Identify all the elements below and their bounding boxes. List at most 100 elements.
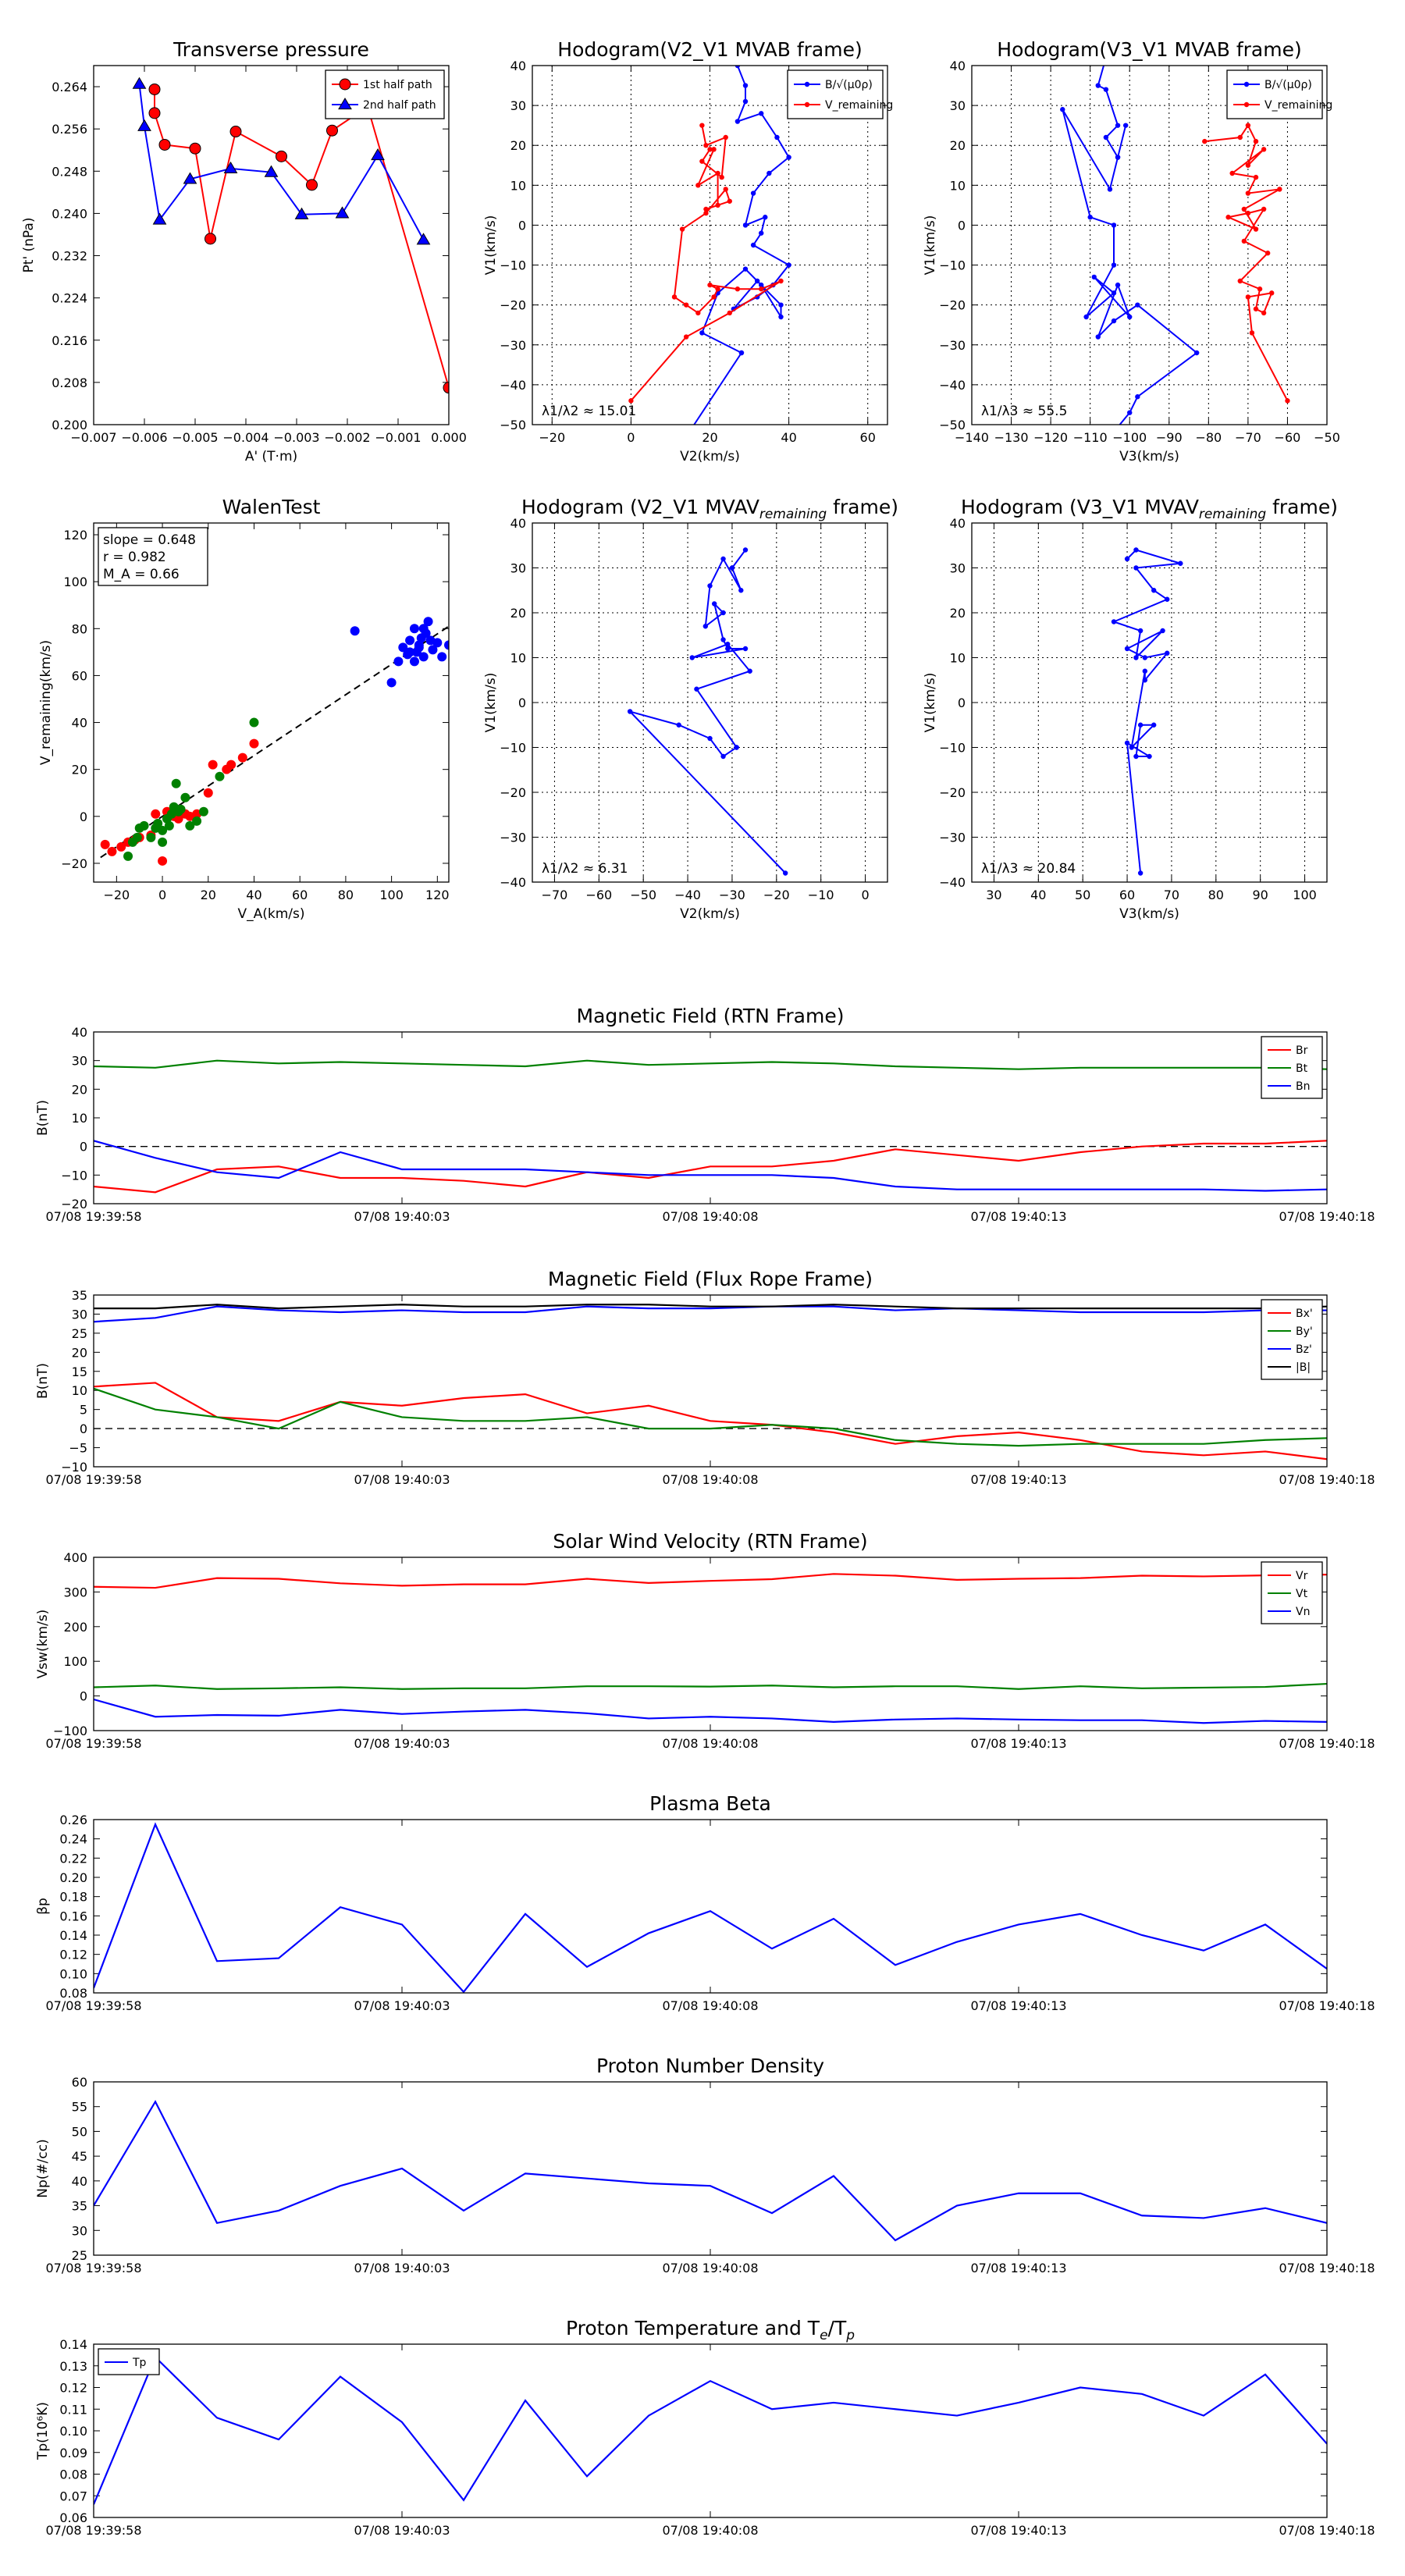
data-point [1135,302,1140,308]
data-point [711,147,717,152]
data-point [759,230,764,236]
series-line-Bx' [94,1382,1327,1461]
y-tick-label: 20 [950,138,966,153]
y-tick-label: −40 [939,875,966,890]
plot-area [1111,547,1183,876]
y-tick-label: 30 [72,1307,87,1322]
data-point [1178,560,1183,566]
x-tick-label: 50 [1075,888,1090,902]
data-point [1127,314,1133,320]
x-tick-label: 0 [627,430,635,445]
data-point [418,652,429,662]
y-tick-label: 20 [72,1082,87,1097]
y-tick-label: 30 [510,561,526,576]
plot-area [94,1573,1327,1724]
x-axis-label: A' (T·m) [245,449,297,464]
data-point [350,626,360,636]
data-point [707,735,713,742]
y-tick-label: −10 [61,1460,87,1475]
y-tick-label: 0.248 [52,164,87,179]
y-tick-label: 55 [72,2100,87,2115]
y-axis-label: V1(km/s) [483,215,499,276]
series-line-Bn [94,1140,1327,1192]
data-point [695,183,701,188]
plot-frame [93,522,450,883]
data-point [423,617,433,627]
data-point [1261,147,1267,152]
data-point [100,839,110,849]
legend-box [325,69,445,119]
panel-p3: Hodogram(V3_V1 MVAB frame) −140 −130 −120 −1… [923,38,1340,464]
y-tick-label: −10 [500,258,526,273]
chart-title: Transverse pressure [173,38,369,61]
data-point [398,642,408,653]
data-point [719,174,724,180]
data-point [699,330,705,336]
data-point [1237,134,1243,141]
data-point [1151,722,1157,728]
data-point [132,832,142,842]
data-point [742,83,749,88]
data-point [711,601,717,607]
x-tick-label: 07/08 19:40:13 [970,2261,1066,2275]
data-point [1133,655,1139,660]
data-point [137,119,151,131]
x-tick-label: −130 [994,430,1029,445]
data-point [371,148,385,161]
legend-label: |B| [1296,1361,1311,1374]
y-tick-label: 40 [950,516,966,531]
y-tick-label: −20 [939,785,966,800]
legend-label: 2nd half path [363,99,436,112]
series-line-Vr [94,1573,1327,1589]
y-tick-label: 0 [518,696,526,710]
x-tick-label: −70 [542,888,568,902]
data-point [1253,226,1259,232]
panel-p8: Magnetic Field (Flux Rope Frame) −10 −5 0 5 1… [35,1268,1375,1487]
x-tick-label: 07/08 19:40:18 [1279,1209,1375,1224]
x-tick-label: 60 [1119,888,1135,902]
x-tick-label: 07/08 19:40:18 [1279,2523,1375,2538]
y-tick-label: 0.10 [59,2424,87,2439]
y-tick-label: −10 [939,258,966,273]
y-tick-label: 0.07 [59,2489,87,2503]
y-tick-label: 20 [510,138,526,153]
x-tick-label: −80 [1195,430,1222,445]
y-tick-label: 0.224 [52,291,87,306]
x-tick-label: −40 [674,888,701,902]
data-point [707,147,713,152]
x-tick-label: −50 [630,888,656,902]
data-point [782,870,788,876]
data-point [694,686,699,692]
y-tick-label: 400 [63,1550,87,1565]
series-line-0 [693,66,791,425]
data-point [727,198,732,204]
data-point [729,565,735,571]
data-point [671,294,678,300]
data-point [738,350,745,356]
y-tick-label: −40 [500,875,526,890]
x-tick-label: 40 [781,430,796,445]
data-point [1241,206,1247,212]
y-tick-label: 0.26 [59,1813,87,1827]
data-point [418,624,429,634]
x-tick-label: 07/08 19:39:58 [45,2523,141,2538]
legend-label: Br [1296,1044,1308,1057]
data-point [1137,628,1144,634]
legend-marker [804,101,810,108]
y-tick-label: 300 [63,1585,87,1599]
data-point [742,222,749,228]
x-tick-label: 07/08 19:39:58 [45,1209,141,1224]
y-tick-label: 0 [80,809,87,824]
x-tick-label: 07/08 19:39:58 [45,2261,141,2275]
y-tick-label: 0 [80,1689,87,1704]
y-tick-label: 25 [72,1326,87,1341]
data-point [1257,286,1263,292]
annotation: λ1/λ2 ≈ 6.31 [542,861,628,877]
plot-frame [93,65,450,425]
series-line-0 [154,89,449,388]
data-point [715,170,720,176]
y-tick-label: −50 [500,418,526,432]
data-point [1142,655,1148,660]
x-axis-label: V3(km/s) [1119,906,1179,922]
data-point [249,717,259,728]
